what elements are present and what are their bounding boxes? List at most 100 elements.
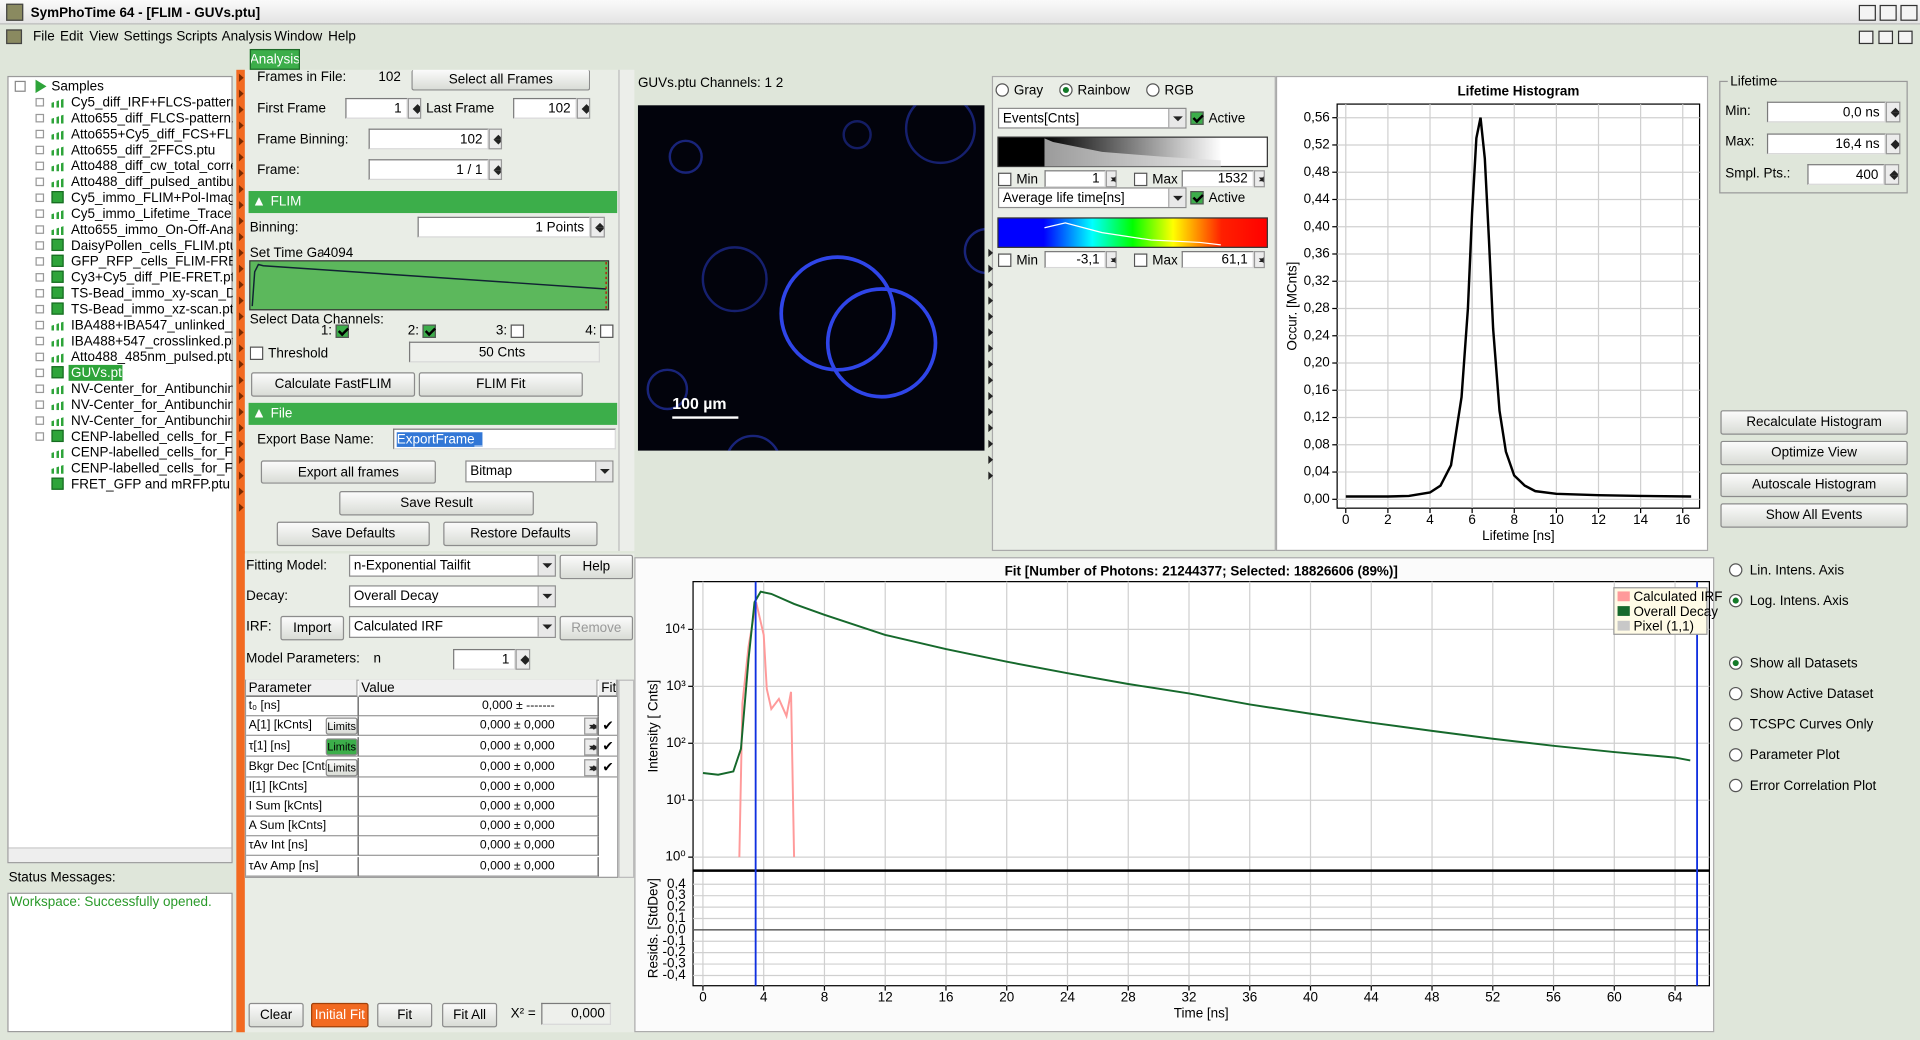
tree-expander[interactable] (35, 145, 45, 155)
radio-button[interactable]: Rainbow (1059, 82, 1132, 98)
checkbox[interactable]: Max (1133, 171, 1181, 187)
button[interactable]: Clear (248, 1002, 304, 1028)
tree-expander[interactable] (35, 97, 45, 107)
tree-expander[interactable] (14, 80, 26, 92)
tree-item[interactable]: Cy5_immo_Lifetime_Trace.ptu (69, 206, 233, 222)
tree-expander[interactable] (35, 320, 45, 330)
button[interactable]: FLIM Fit (418, 372, 583, 397)
tree-item[interactable]: Cy5_immo_FLIM+Pol-Imaging.ptu (69, 190, 233, 206)
tree-expander[interactable] (35, 161, 45, 171)
tree-scrollbar[interactable] (8, 847, 232, 863)
tree-item[interactable]: Atto488_diff_cw_total_correlatio (69, 158, 233, 174)
checkbox[interactable]: Min (997, 252, 1042, 268)
input-field[interactable]: 1 (453, 648, 516, 670)
close-button[interactable] (1900, 4, 1918, 21)
fit-check[interactable]: ✔ (598, 737, 618, 757)
tree-item[interactable]: IBA488+IBA547_unlinked_mix.ptu (69, 317, 233, 333)
tree-item[interactable]: TS-Bead_immo_xy-scan_Dual Fo (69, 285, 233, 301)
spin-button[interactable] (1105, 170, 1117, 188)
spin-button[interactable] (1885, 133, 1901, 155)
input-field[interactable]: ExportFrame_ (393, 428, 616, 450)
tree-expander[interactable] (35, 400, 45, 409)
input-field[interactable]: 1532 (1181, 170, 1254, 188)
dropdown-arrow[interactable] (537, 617, 555, 637)
spin-button[interactable] (407, 97, 422, 119)
channel-checkbox[interactable]: 2: (408, 323, 445, 338)
tree-expander[interactable] (35, 273, 45, 282)
tree-item[interactable]: NV-Center_for_Antibunching_1.p (69, 381, 233, 397)
tree-item[interactable]: CENP-labelled_cells_for_FRET_IR (69, 444, 233, 460)
input-field[interactable]: 102 (513, 97, 577, 119)
radio-button[interactable]: Error Correlation Plot (1728, 778, 1900, 794)
spin-button[interactable] (584, 759, 598, 777)
doc-restore[interactable] (1878, 30, 1894, 45)
spin-button[interactable] (1253, 251, 1265, 269)
doc-minimize[interactable] (1858, 30, 1874, 45)
minimize-button[interactable] (1858, 4, 1876, 21)
input-field[interactable]: 102 (368, 128, 489, 150)
tree-expander[interactable] (35, 336, 45, 346)
tree-expander[interactable] (35, 177, 45, 187)
button[interactable]: Recalculate Histogram (1720, 410, 1908, 435)
spin-button[interactable] (488, 159, 503, 181)
tree-expander[interactable] (35, 113, 45, 123)
input-field[interactable]: 1 (1044, 170, 1106, 188)
button[interactable]: Help (559, 554, 634, 580)
spin-button[interactable] (1885, 101, 1901, 123)
dropdown[interactable]: Calculated IRF (348, 615, 556, 638)
input-field[interactable]: 400 (1807, 164, 1885, 185)
menu-item[interactable]: Scripts (176, 27, 231, 47)
doc-close[interactable] (1897, 30, 1913, 45)
tree-expander[interactable] (35, 241, 45, 250)
tree-expander[interactable] (35, 432, 45, 441)
tree-expander[interactable] (35, 193, 45, 203)
tree-item[interactable]: FRET_GFP and mRFP.ptu (69, 476, 233, 492)
tree-item[interactable]: Cy5_diff_IRF+FLCS-pattern.ptu (69, 94, 233, 110)
button[interactable]: Fit All (442, 1002, 498, 1028)
input-field[interactable]: -3,1 (1044, 251, 1106, 269)
button[interactable]: Restore Defaults (443, 521, 598, 547)
menu-item[interactable]: Edit (60, 27, 115, 47)
button[interactable]: Import (280, 615, 345, 641)
channel-checkbox[interactable]: 3: (496, 323, 533, 338)
input-field[interactable]: 0,000 (541, 1002, 612, 1025)
tree-expander[interactable] (35, 129, 45, 139)
spin-button[interactable] (515, 648, 531, 670)
button[interactable]: Optimize View (1720, 441, 1908, 466)
button[interactable]: Remove (559, 615, 634, 641)
menu-item[interactable]: Settings (124, 27, 179, 47)
tree-expander[interactable] (35, 257, 45, 266)
checkbox[interactable]: Min (997, 171, 1042, 187)
radio-button[interactable]: Show Active Dataset (1728, 686, 1900, 702)
tree-item[interactable]: CENP-labelled_cells_for_FRET_IR (69, 460, 233, 476)
tree-item[interactable]: IBA488+547_crosslinked.ptu (69, 333, 233, 349)
channel-checkbox[interactable]: 4: (585, 323, 622, 338)
table-scrollbar[interactable] (618, 679, 635, 878)
dropdown-arrow[interactable] (595, 461, 613, 482)
spin-button[interactable] (590, 216, 605, 238)
radio-button[interactable]: Parameter Plot (1728, 747, 1900, 763)
radio-button[interactable]: Log. Intens. Axis (1728, 593, 1900, 609)
button[interactable]: Autoscale Histogram (1720, 472, 1908, 497)
menu-item[interactable]: Window (274, 27, 329, 47)
dropdown-arrow[interactable] (537, 555, 555, 576)
tree-expander[interactable] (35, 384, 45, 394)
tree-item[interactable]: Atto488_485nm_pulsed.ptu (69, 349, 233, 365)
radio-button[interactable]: Show all Datasets (1728, 655, 1900, 671)
button[interactable]: Calculate FastFLIM (251, 372, 416, 397)
tree-item[interactable]: Atto655_diff_2FFCS.ptu (69, 142, 233, 158)
button[interactable]: Select all Frames (411, 69, 591, 91)
tree-expander[interactable] (35, 225, 45, 234)
tree-root[interactable]: Samples (51, 78, 173, 94)
fit-check[interactable]: ✔ (598, 758, 618, 778)
input-field[interactable]: 1 Points (417, 216, 591, 238)
channel-checkbox[interactable]: 1: (321, 323, 358, 338)
checkbox[interactable]: Max (1133, 252, 1181, 268)
input-field[interactable]: 1 (345, 97, 408, 119)
tree-item[interactable]: NV-Center_for_Antibunching_se (69, 413, 233, 429)
spin-button[interactable] (584, 717, 598, 735)
tab[interactable]: Analysis (249, 48, 301, 70)
tree-item[interactable]: GFP_RFP_cells_FLIM-FRET.ptu (69, 253, 233, 269)
tree-expander[interactable] (35, 304, 45, 314)
menu-item[interactable]: File (33, 27, 88, 47)
